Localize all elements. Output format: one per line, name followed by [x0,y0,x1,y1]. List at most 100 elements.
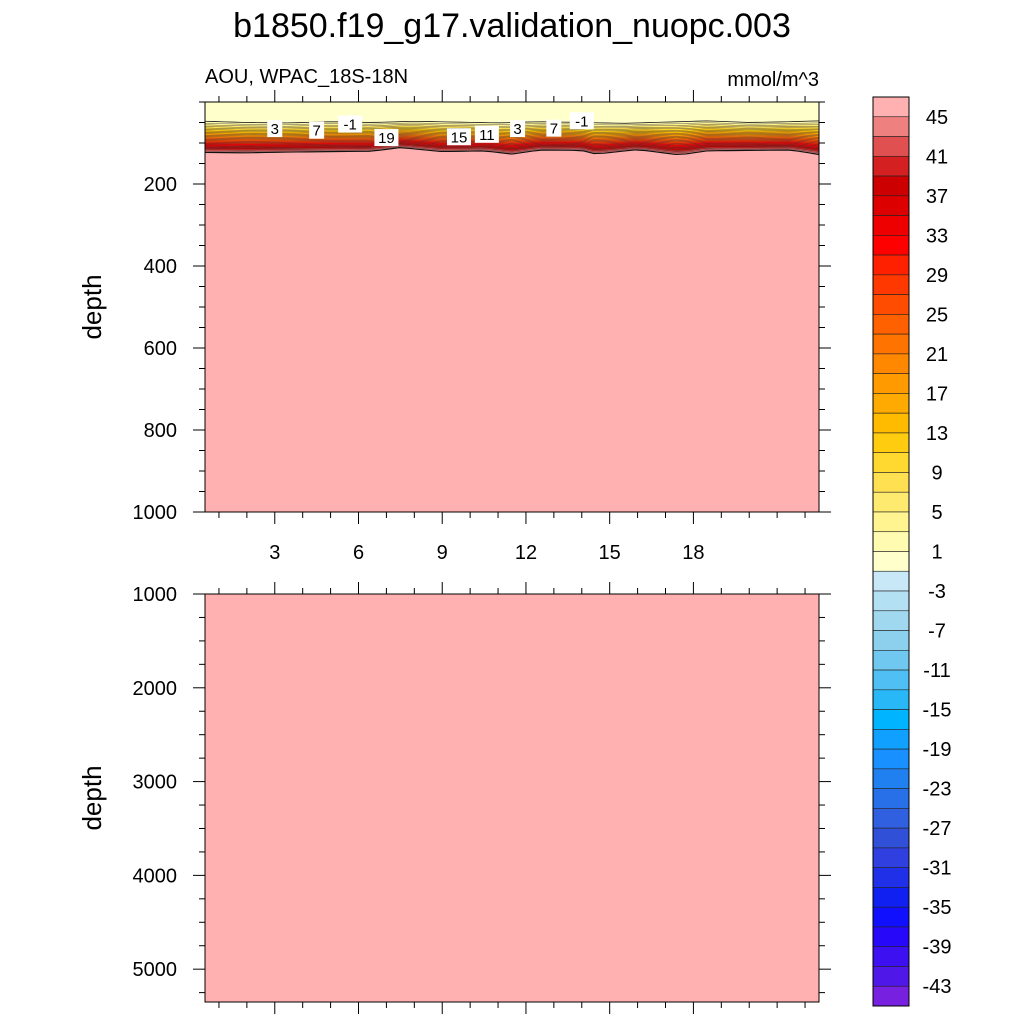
colorbar-label: -19 [923,739,952,761]
colorbar-swatch [872,511,910,533]
colorbar-label: -23 [923,779,952,801]
contour-label: -1 [343,117,356,134]
colorbar-swatch [872,96,910,118]
colorbar-swatch [872,669,910,691]
contour-label-box [374,129,399,147]
x-tick-label: 9 [437,542,448,564]
deep-contour [204,147,820,156]
colorbar-swatch [872,314,910,335]
colorbar-label: -11 [923,660,950,682]
y-tick-label: 600 [144,338,177,360]
colorbar-swatch [872,491,910,513]
colorbar-swatch [872,175,910,197]
y-tick-label: 5000 [133,959,178,981]
colorbar-swatch [872,531,910,552]
colorbar-swatch [872,946,910,967]
colorbar-label: -27 [923,818,952,840]
colorbar-swatch [872,729,910,750]
contour-label-box [446,128,471,146]
colorbar-label: 33 [926,225,948,247]
y-tick-label: 2000 [133,678,178,700]
x-tick-label: 6 [353,542,364,564]
contour-label: -1 [575,113,588,130]
colorbar-swatch [872,768,910,789]
colorbar-swatch [872,748,910,770]
colorbar-swatch [872,333,910,355]
contour-label: 7 [550,121,558,138]
colorbar: 45 41 37 33 29 25 21 17 13 9 5 1 -3 -7 -11 -15 -19 -23 -27… [872,96,952,1007]
y-tick-label: 4000 [133,865,178,887]
x-tick-label: 12 [515,542,537,564]
contour-label-box [569,112,594,130]
colorbar-label: 29 [926,265,948,287]
y-tick-label: 800 [144,420,177,442]
colorbar-swatch [872,353,910,374]
x-tick-label: 18 [682,542,704,564]
colorbar-label: -35 [923,897,952,919]
colorbar-swatch [872,373,910,394]
colorbar-swatch [872,215,910,236]
y-tick-label: 1000 [133,584,178,606]
y-tick-label: 3000 [133,772,178,794]
colorbar-swatch [872,630,910,651]
contour-label: 19 [378,130,395,147]
y-axis-label: depth [77,765,107,830]
colorbar-label: -39 [923,937,952,959]
panel-background [205,594,819,1002]
colorbar-swatch [872,808,910,829]
colorbar-swatch [872,709,910,730]
colorbar-label: 17 [926,383,948,405]
upper-panel: 3 7 -1 19 15 11 3 7 -1 200 400 600 800 1000 3 6 9 12 15 18 d… [77,90,831,564]
colorbar-swatch [872,966,910,987]
colorbar-swatch [872,254,910,276]
colorbar-swatch [872,887,910,908]
colorbar-swatch [872,827,910,849]
colorbar-label: 1 [931,542,942,564]
colorbar-swatch [872,452,910,473]
colorbar-swatch [872,412,910,434]
colorbar-swatch [872,985,910,1007]
contour-label: 3 [271,121,279,138]
colorbar-swatch [872,551,910,572]
colorbar-swatch [872,393,910,414]
contour-label-box [510,120,526,138]
colorbar-swatch [872,689,910,710]
contour-label-box [338,115,363,133]
colorbar-swatch [872,274,910,295]
colorbar-label: -7 [928,621,946,643]
lower-panel: 1000 2000 3000 4000 5000 depth [77,582,831,1014]
colorbar-label: 9 [931,462,942,484]
colorbar-swatch [872,294,910,315]
colorbar-label: -43 [923,976,952,998]
colorbar-swatch [872,867,910,888]
colorbar-swatch [872,116,910,137]
contour-label-box [546,119,562,137]
contour-label: 7 [312,123,320,140]
colorbar-swatch [872,155,910,177]
colorbar-swatch [872,432,910,453]
contour-label-box [267,120,283,138]
colorbar-swatch [872,847,910,868]
contour-label: 3 [513,121,521,138]
contour-label: 15 [451,129,468,146]
colorbar-label: -31 [923,858,952,880]
colorbar-label: 45 [926,107,948,129]
contour-label-box [309,121,325,139]
y-tick-label: 400 [144,256,177,278]
colorbar-swatch [872,136,910,157]
colorbar-swatch [872,590,910,612]
colorbar-swatch [872,788,910,809]
colorbar-frame [872,96,910,1007]
colorbar-swatch [872,235,910,256]
colorbar-label: -3 [928,581,946,603]
colorbar-swatch [872,472,910,493]
x-tick-label: 15 [599,542,621,564]
colorbar-swatch [872,195,910,216]
y-axis-label: depth [77,274,107,339]
y-tick-label: 1000 [133,502,178,524]
panel-frame [204,593,820,1003]
x-tick-label: 3 [269,542,280,564]
y-tick-label: 200 [144,174,177,196]
colorbar-swatch [872,610,910,631]
